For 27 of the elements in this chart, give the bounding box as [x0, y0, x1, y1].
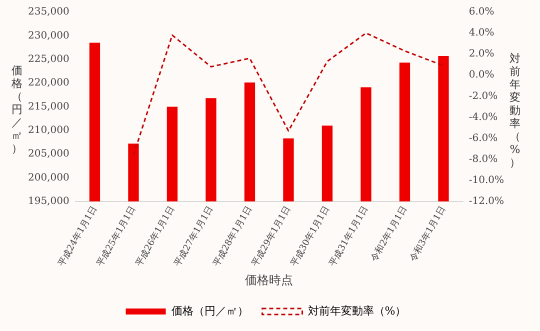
y-tick-label: 195,000	[28, 196, 70, 207]
y2-tick-label: 2.0%	[468, 48, 494, 60]
y-tick-label: 220,000	[28, 78, 70, 89]
y-tick-label: 225,000	[28, 54, 70, 65]
legend-label: 価格（円／㎡）	[171, 304, 248, 318]
y2-tick-label: -6.0%	[468, 132, 498, 144]
y2-tick-label: -8.0%	[468, 154, 498, 165]
y-tick-label: 200,000	[28, 172, 70, 184]
y-tick-label: 205,000	[28, 148, 70, 160]
x-tick-label: 令和3年1月1日	[407, 204, 448, 264]
y2-tick-label: 6.0%	[468, 6, 494, 18]
line-series	[132, 32, 444, 156]
y2-tick-label: -4.0%	[468, 112, 498, 123]
legend-label: 対前年変動率（%）	[308, 304, 406, 318]
y2-tick-label: -12.0%	[468, 196, 504, 207]
y-tick-label: 210,000	[28, 124, 70, 136]
y2-tick-label: 0.0%	[468, 70, 494, 81]
y-tick-label: 215,000	[28, 101, 70, 112]
x-axis-title: 価格時点	[245, 272, 294, 287]
x-tick-label: 令和2年1月1日	[368, 204, 410, 264]
y-axis-title: 価格（円／㎡）	[10, 64, 24, 155]
y-tick-label: 230,000	[28, 30, 70, 42]
y2-tick-label: 4.0%	[468, 28, 494, 39]
y2-tick-label: -2.0%	[468, 90, 498, 102]
y2-tick-label: -10.0%	[468, 174, 504, 186]
text: 対前年変動率（%）	[510, 52, 520, 169]
y-tick-label: 235,000	[28, 6, 70, 18]
